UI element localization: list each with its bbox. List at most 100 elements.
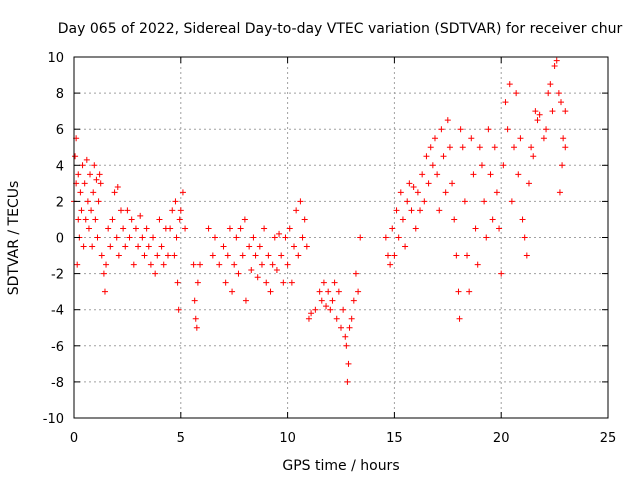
data-point: [241, 216, 248, 223]
data-point: [389, 225, 396, 232]
x-axis: 0 5 10 15 20 25: [70, 57, 616, 446]
data-point: [525, 180, 532, 187]
data-point: [348, 315, 355, 322]
data-point: [476, 144, 483, 151]
data-point: [466, 288, 473, 295]
data-point: [95, 198, 102, 205]
data-point: [130, 261, 137, 268]
data-point: [521, 234, 528, 241]
data-point: [301, 216, 308, 223]
data-point: [174, 279, 181, 286]
data-point: [456, 315, 463, 322]
data-point: [312, 306, 319, 313]
data-point: [284, 261, 291, 268]
data-point: [543, 126, 550, 133]
data-point: [485, 126, 492, 133]
data-point: [316, 288, 323, 295]
data-point: [474, 261, 481, 268]
data-point: [267, 288, 274, 295]
data-point: [506, 81, 513, 88]
data-point: [427, 144, 434, 151]
data-point: [105, 225, 112, 232]
data-point: [410, 183, 417, 190]
y-tick-label: -8: [51, 376, 64, 391]
data-point: [340, 306, 347, 313]
data-point: [90, 189, 97, 196]
data-point: [555, 90, 562, 97]
data-point: [414, 189, 421, 196]
data-point: [98, 252, 105, 259]
data-point: [88, 207, 95, 214]
data-point: [103, 261, 110, 268]
data-point: [91, 162, 98, 169]
data-point: [242, 297, 249, 304]
data-point: [252, 252, 259, 259]
data-point: [412, 225, 419, 232]
data-point: [216, 261, 223, 268]
data-point: [160, 261, 167, 268]
data-point: [182, 225, 189, 232]
data-point: [83, 156, 90, 163]
data-point: [164, 252, 171, 259]
data-point: [85, 225, 92, 232]
data-point: [549, 108, 556, 115]
x-tick-label: 25: [600, 431, 617, 446]
data-point: [504, 126, 511, 133]
data-point: [100, 270, 107, 277]
data-point: [393, 207, 400, 214]
x-axis-title: GPS time / hours: [282, 458, 399, 474]
data-point: [80, 243, 87, 250]
y-tick-label: 2: [56, 195, 64, 210]
data-point: [325, 288, 332, 295]
data-point: [419, 171, 426, 178]
data-point: [75, 216, 82, 223]
data-point: [436, 207, 443, 214]
data-point: [350, 297, 357, 304]
data-point: [540, 135, 547, 142]
data-point: [93, 176, 100, 183]
data-point: [303, 243, 310, 250]
data-point: [94, 234, 101, 241]
data-point: [423, 153, 430, 160]
y-tick-label: -6: [51, 340, 64, 355]
data-point: [399, 216, 406, 223]
data-point: [560, 135, 567, 142]
data-point: [209, 252, 216, 259]
x-tick-label: 5: [177, 431, 185, 446]
data-point: [126, 234, 133, 241]
data-point: [173, 234, 180, 241]
data-point: [111, 189, 118, 196]
data-point: [429, 162, 436, 169]
data-point: [263, 279, 270, 286]
data-point: [291, 243, 298, 250]
data-point: [278, 252, 285, 259]
data-point: [519, 216, 526, 223]
data-point: [87, 171, 94, 178]
data-point: [191, 297, 198, 304]
data-point: [352, 270, 359, 277]
data-point: [496, 225, 503, 232]
data-point: [508, 198, 515, 205]
data-point: [553, 57, 560, 64]
data-point: [97, 180, 104, 187]
data-point: [481, 198, 488, 205]
data-point: [84, 198, 91, 205]
data-point: [329, 297, 336, 304]
data-point: [536, 111, 543, 118]
data-point: [139, 234, 146, 241]
data-point: [404, 198, 411, 205]
data-point: [335, 288, 342, 295]
data-point: [256, 243, 263, 250]
data-point: [425, 180, 432, 187]
data-point: [491, 144, 498, 151]
data-point: [551, 63, 558, 70]
data-point: [141, 252, 148, 259]
data-point: [478, 162, 485, 169]
data-point: [124, 207, 131, 214]
data-point: [355, 288, 362, 295]
data-point: [258, 261, 265, 268]
data-point: [387, 261, 394, 268]
data-point: [417, 207, 424, 214]
data-point: [156, 216, 163, 223]
